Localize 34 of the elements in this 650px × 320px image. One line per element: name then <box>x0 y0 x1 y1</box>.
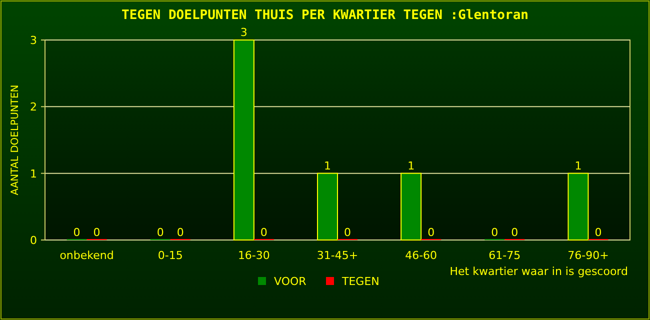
x-tick-label: 46-60 <box>405 249 438 262</box>
data-label: 0 <box>428 226 435 239</box>
x-tick-label: 16-30 <box>238 249 270 262</box>
data-label: 1 <box>324 159 331 172</box>
x-tick-label: 61-75 <box>488 249 521 262</box>
chart-title: TEGEN DOELPUNTEN THUIS PER KWARTIER TEGEN :Glentoran <box>122 8 528 23</box>
data-label: 0 <box>344 226 351 239</box>
legend-label: VOOR <box>274 275 307 288</box>
x-tick-label: 0-15 <box>158 249 183 262</box>
x-tick-label: 31-45+ <box>316 249 358 262</box>
data-label: 0 <box>260 226 268 239</box>
y-tick-label: 0 <box>30 234 37 247</box>
y-tick-label: 1 <box>30 167 37 180</box>
data-label: 3 <box>240 26 248 39</box>
bar <box>233 40 254 240</box>
data-label: 0 <box>511 226 518 239</box>
y-axis-title: AANTAL DOELPUNTEN <box>10 84 21 196</box>
bar <box>400 172 422 240</box>
data-label: 0 <box>491 226 498 239</box>
data-label: 1 <box>574 159 582 172</box>
y-tick-label: 3 <box>30 34 37 47</box>
legend-label: TEGEN <box>341 275 380 288</box>
bar <box>317 172 338 240</box>
data-label: 0 <box>156 226 164 239</box>
x-tick-label: 76-90+ <box>568 249 609 262</box>
bar <box>568 172 589 240</box>
data-label: 1 <box>408 159 415 172</box>
data-label: 0 <box>73 226 80 239</box>
data-label: 0 <box>93 226 100 239</box>
x-axis-title: Het kwartier waar in is gescoord <box>450 265 628 278</box>
data-label: 0 <box>176 226 184 239</box>
data-label: 0 <box>594 226 602 239</box>
y-tick-label: 2 <box>30 100 37 114</box>
x-tick-label: onbekend <box>60 249 114 262</box>
